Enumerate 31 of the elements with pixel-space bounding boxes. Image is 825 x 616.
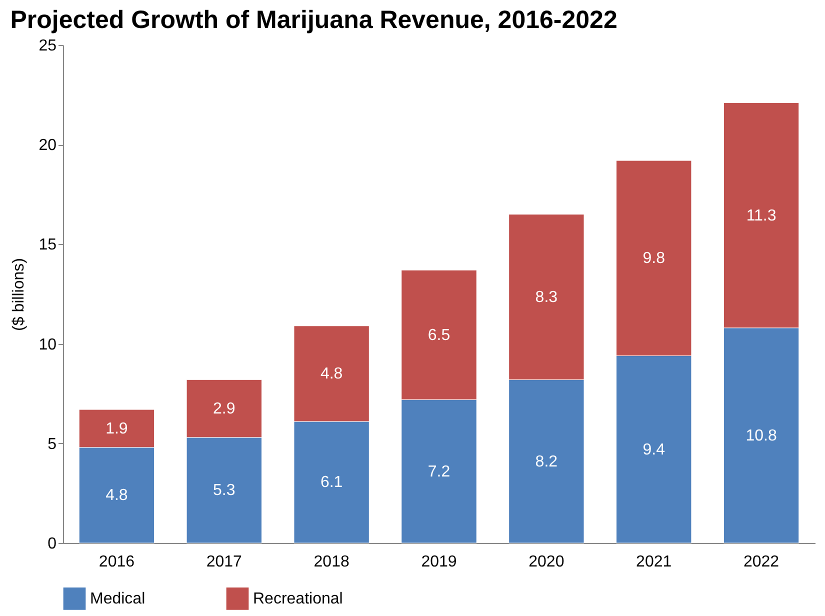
data-label: 4.8 (320, 366, 343, 383)
data-label: 10.8 (746, 427, 777, 444)
data-label: 6.1 (320, 474, 343, 492)
data-label: 4.8 (106, 487, 128, 504)
legend-label: Medical (90, 590, 146, 608)
data-label: 8.3 (535, 288, 558, 306)
x-tick-label: 2018 (314, 554, 350, 570)
y-tick-label: 5 (48, 436, 57, 453)
chart-title: Projected Growth of Marijuana Revenue, 2016-2022 (10, 6, 618, 34)
x-tick-label: 2017 (206, 554, 242, 570)
data-label: 6.5 (428, 326, 450, 344)
x-tick-label: 2022 (743, 554, 780, 570)
data-label: 5.3 (213, 482, 236, 500)
data-label: 9.4 (642, 441, 666, 458)
y-tick-label: 10 (38, 336, 57, 354)
y-axis-title: ($ billions) (10, 258, 28, 331)
y-tick-label: 15 (38, 236, 57, 254)
y-tick-label: 0 (48, 536, 57, 552)
x-tick-label: 2016 (98, 554, 135, 570)
data-label: 8.2 (535, 453, 558, 470)
data-label: 11.3 (746, 207, 776, 224)
x-tick-label: 2019 (421, 554, 457, 570)
data-label: 2.9 (213, 400, 236, 418)
legend-label: Recreational (253, 590, 343, 608)
x-tick-label: 2020 (528, 554, 564, 570)
data-label: 7.2 (428, 463, 450, 480)
y-tick-label: 25 (38, 38, 57, 54)
y-tick-label: 20 (38, 137, 57, 154)
data-label: 1.9 (106, 420, 128, 438)
data-label: 9.8 (642, 250, 666, 268)
x-tick-label: 2021 (636, 554, 672, 570)
